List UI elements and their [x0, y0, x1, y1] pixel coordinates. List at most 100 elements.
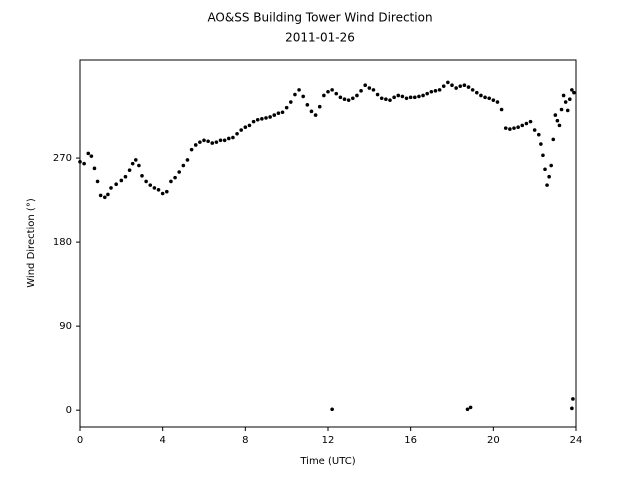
data-point: [255, 117, 260, 122]
data-point: [284, 105, 289, 110]
data-point: [181, 163, 186, 168]
data-point: [555, 118, 560, 123]
data-point: [202, 138, 206, 143]
data-point: [561, 93, 566, 98]
data-point: [144, 179, 148, 184]
data-point: [547, 174, 551, 179]
data-point: [466, 85, 471, 89]
data-point: [441, 84, 446, 88]
data-point: [388, 98, 392, 102]
data-point: [326, 89, 330, 94]
chart-title: AO&SS Building Tower Wind Direction: [207, 11, 432, 25]
data-point: [396, 93, 401, 98]
data-point: [384, 97, 388, 102]
data-point: [86, 151, 91, 156]
data-point: [537, 132, 541, 137]
data-point: [334, 91, 339, 96]
data-point: [479, 93, 483, 98]
data-point: [239, 128, 243, 132]
data-point: [549, 163, 553, 168]
data-point: [483, 95, 487, 100]
x-tick-label: 16: [404, 435, 417, 446]
data-point: [251, 119, 256, 124]
data-point: [218, 138, 223, 143]
data-point: [543, 167, 547, 172]
data-point: [516, 125, 520, 130]
data-point: [103, 195, 107, 200]
data-point: [193, 143, 198, 147]
data-point: [260, 117, 264, 121]
data-point: [134, 158, 138, 162]
data-point: [539, 142, 543, 146]
data-point: [293, 92, 297, 97]
data-point: [379, 96, 384, 101]
data-point: [309, 109, 314, 114]
data-point: [210, 141, 215, 145]
data-point: [551, 137, 556, 142]
data-point: [508, 127, 512, 131]
data-point: [160, 191, 165, 196]
data-point: [404, 96, 409, 101]
data-point: [433, 89, 438, 93]
data-point: [363, 83, 368, 88]
data-point: [413, 95, 417, 100]
data-point: [503, 126, 508, 130]
data-point: [227, 136, 231, 141]
data-point: [475, 90, 479, 95]
data-point: [512, 126, 516, 130]
data-point: [454, 86, 458, 90]
data-point: [400, 94, 405, 99]
data-point: [222, 138, 227, 143]
data-point: [367, 86, 372, 90]
data-point: [313, 113, 318, 117]
data-point: [371, 88, 376, 92]
data-point: [119, 178, 124, 183]
data-point: [570, 406, 574, 411]
data-point: [156, 188, 161, 192]
data-point: [247, 123, 252, 128]
data-point: [520, 123, 525, 128]
data-point: [446, 80, 450, 85]
x-tick-label: 4: [159, 435, 165, 446]
data-point: [421, 93, 425, 98]
data-point: [417, 94, 421, 99]
x-tick-label: 24: [570, 435, 583, 446]
data-point: [235, 131, 239, 136]
y-tick-label: 270: [53, 153, 72, 164]
data-point: [114, 182, 118, 187]
x-axis-label: Time (UTC): [299, 456, 355, 467]
data-point: [462, 83, 467, 88]
data-point: [346, 98, 351, 102]
data-point: [98, 193, 103, 198]
data-point: [559, 107, 564, 112]
x-tick-label: 12: [322, 435, 335, 446]
data-point: [127, 168, 132, 172]
data-point: [165, 189, 169, 194]
data-point: [322, 93, 326, 98]
data-point: [305, 103, 310, 107]
data-point: [206, 139, 210, 144]
y-tick-label: 90: [59, 321, 72, 332]
data-point: [565, 108, 570, 113]
data-point: [545, 183, 549, 187]
data-point: [557, 123, 562, 128]
data-point: [571, 397, 575, 401]
x-tick-label: 20: [487, 435, 500, 446]
data-point: [268, 115, 272, 119]
x-tick-label: 8: [242, 435, 248, 446]
data-point: [563, 100, 568, 104]
data-point: [123, 174, 128, 179]
data-point: [301, 94, 306, 99]
data-point: [89, 154, 94, 158]
data-point: [532, 128, 537, 132]
data-point: [408, 95, 413, 100]
data-point: [541, 153, 545, 158]
data-point: [177, 170, 181, 174]
data-point: [264, 116, 268, 120]
data-point: [330, 407, 334, 412]
data-point: [375, 92, 380, 97]
data-point: [198, 140, 202, 144]
data-point: [553, 113, 558, 117]
data-point: [109, 186, 113, 190]
